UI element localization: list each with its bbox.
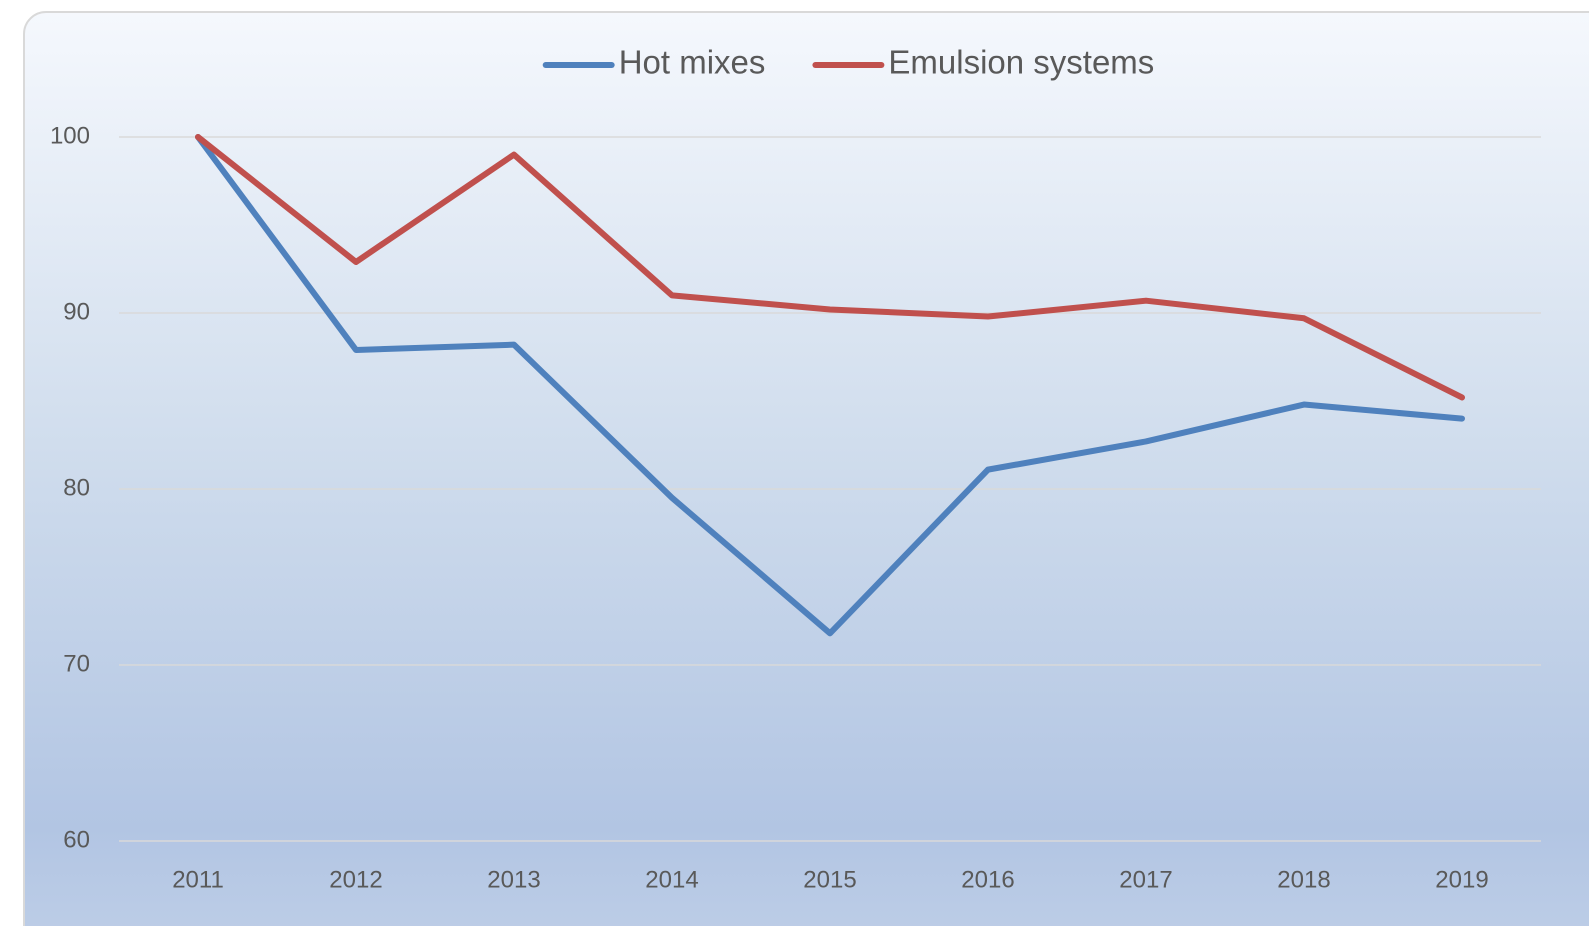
y-tick-label: 70 — [63, 650, 90, 677]
y-tick-label: 60 — [63, 826, 90, 853]
x-tick-label: 2013 — [487, 866, 540, 893]
x-tick-label: 2019 — [1435, 866, 1488, 893]
x-tick-label: 2017 — [1119, 866, 1172, 893]
x-tick-label: 2016 — [961, 866, 1014, 893]
chart-background — [23, 11, 1589, 926]
x-tick-label: 2014 — [645, 866, 698, 893]
y-tick-label: 90 — [63, 298, 90, 325]
x-tick-label: 2015 — [803, 866, 856, 893]
data-line — [195, 134, 1465, 637]
legend-label: Hot mixes — [619, 44, 766, 81]
data-line — [195, 134, 1465, 401]
y-tick-label: 80 — [63, 474, 90, 501]
x-tick-label: 2018 — [1277, 866, 1330, 893]
x-tick-label: 2011 — [172, 866, 224, 893]
x-tick-label: 2012 — [329, 866, 382, 893]
y-tick-label: 100 — [50, 122, 90, 149]
legend-label: Emulsion systems — [888, 44, 1154, 81]
